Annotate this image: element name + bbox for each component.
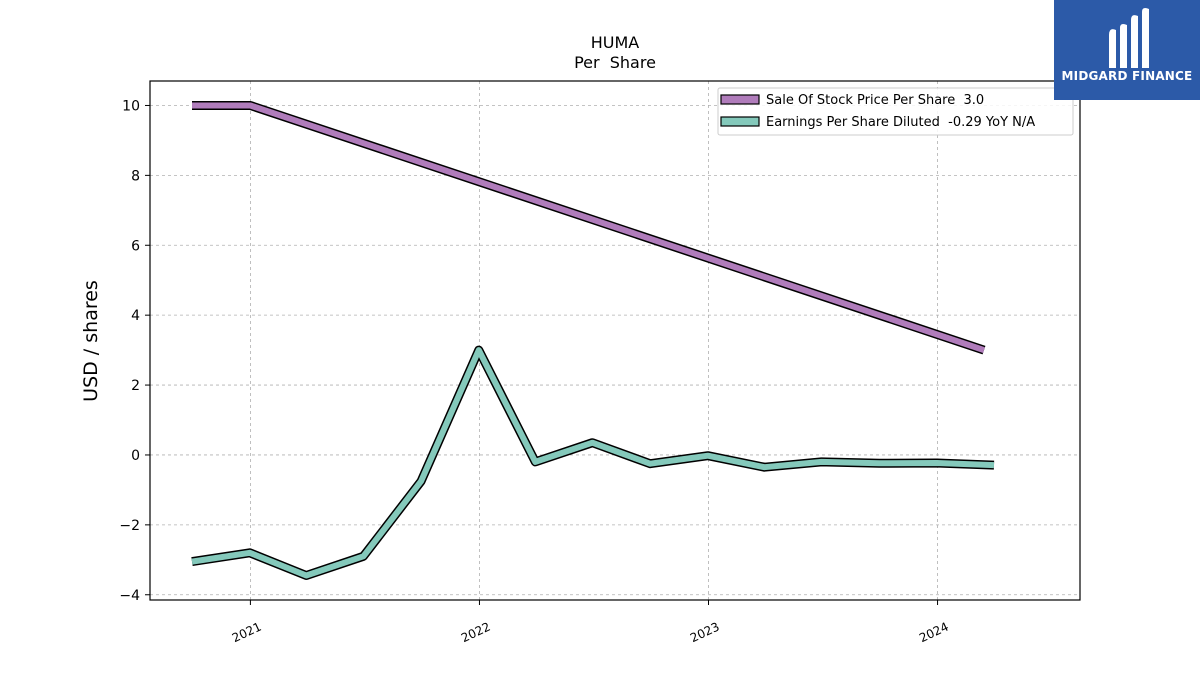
grid-lines <box>150 81 1080 600</box>
y-tick-label: −4 <box>119 588 140 604</box>
x-tick-label: 2022 <box>459 620 493 646</box>
y-tick-label: −2 <box>119 518 140 534</box>
legend: Sale Of Stock Price Per Share 3.0 Earnin… <box>717 87 1074 136</box>
series-line-1 <box>191 347 995 579</box>
y-axis-label: USD / shares <box>80 280 102 402</box>
chart-title: HUMA <box>591 33 640 52</box>
legend-swatch-sale-of-stock <box>720 94 760 105</box>
legend-swatch-eps-diluted <box>720 116 760 127</box>
y-tick-label: 8 <box>131 168 140 184</box>
y-tick-label: 6 <box>131 238 140 254</box>
midgard-finance-logo: MIDGARD FINANCE <box>1054 0 1200 100</box>
y-tick-label: 0 <box>131 448 140 464</box>
y-tick-label: 10 <box>122 98 140 114</box>
y-axis-ticks: −4 −2 0 2 4 6 8 10 <box>119 98 150 604</box>
legend-box <box>717 87 1074 136</box>
chart-subtitle: Per Share <box>574 53 656 72</box>
legend-label-sale-of-stock: Sale Of Stock Price Per Share 3.0 <box>766 93 984 108</box>
y-tick-label: 4 <box>131 308 140 324</box>
logo-mark-icon <box>1109 8 1149 69</box>
x-tick-label: 2021 <box>230 620 264 646</box>
series-line-0 <box>192 102 985 353</box>
logo-text: MIDGARD FINANCE <box>1061 69 1193 83</box>
y-tick-label: 2 <box>131 378 140 394</box>
x-tick-label: 2023 <box>688 620 722 646</box>
series-lines <box>191 101 995 580</box>
x-axis-ticks: 2021 2022 2023 2024 <box>230 600 951 645</box>
legend-label-eps-diluted: Earnings Per Share Diluted -0.29 YoY N/A <box>766 115 1035 130</box>
x-tick-label: 2024 <box>917 620 951 646</box>
plot-frame <box>149 80 1081 601</box>
